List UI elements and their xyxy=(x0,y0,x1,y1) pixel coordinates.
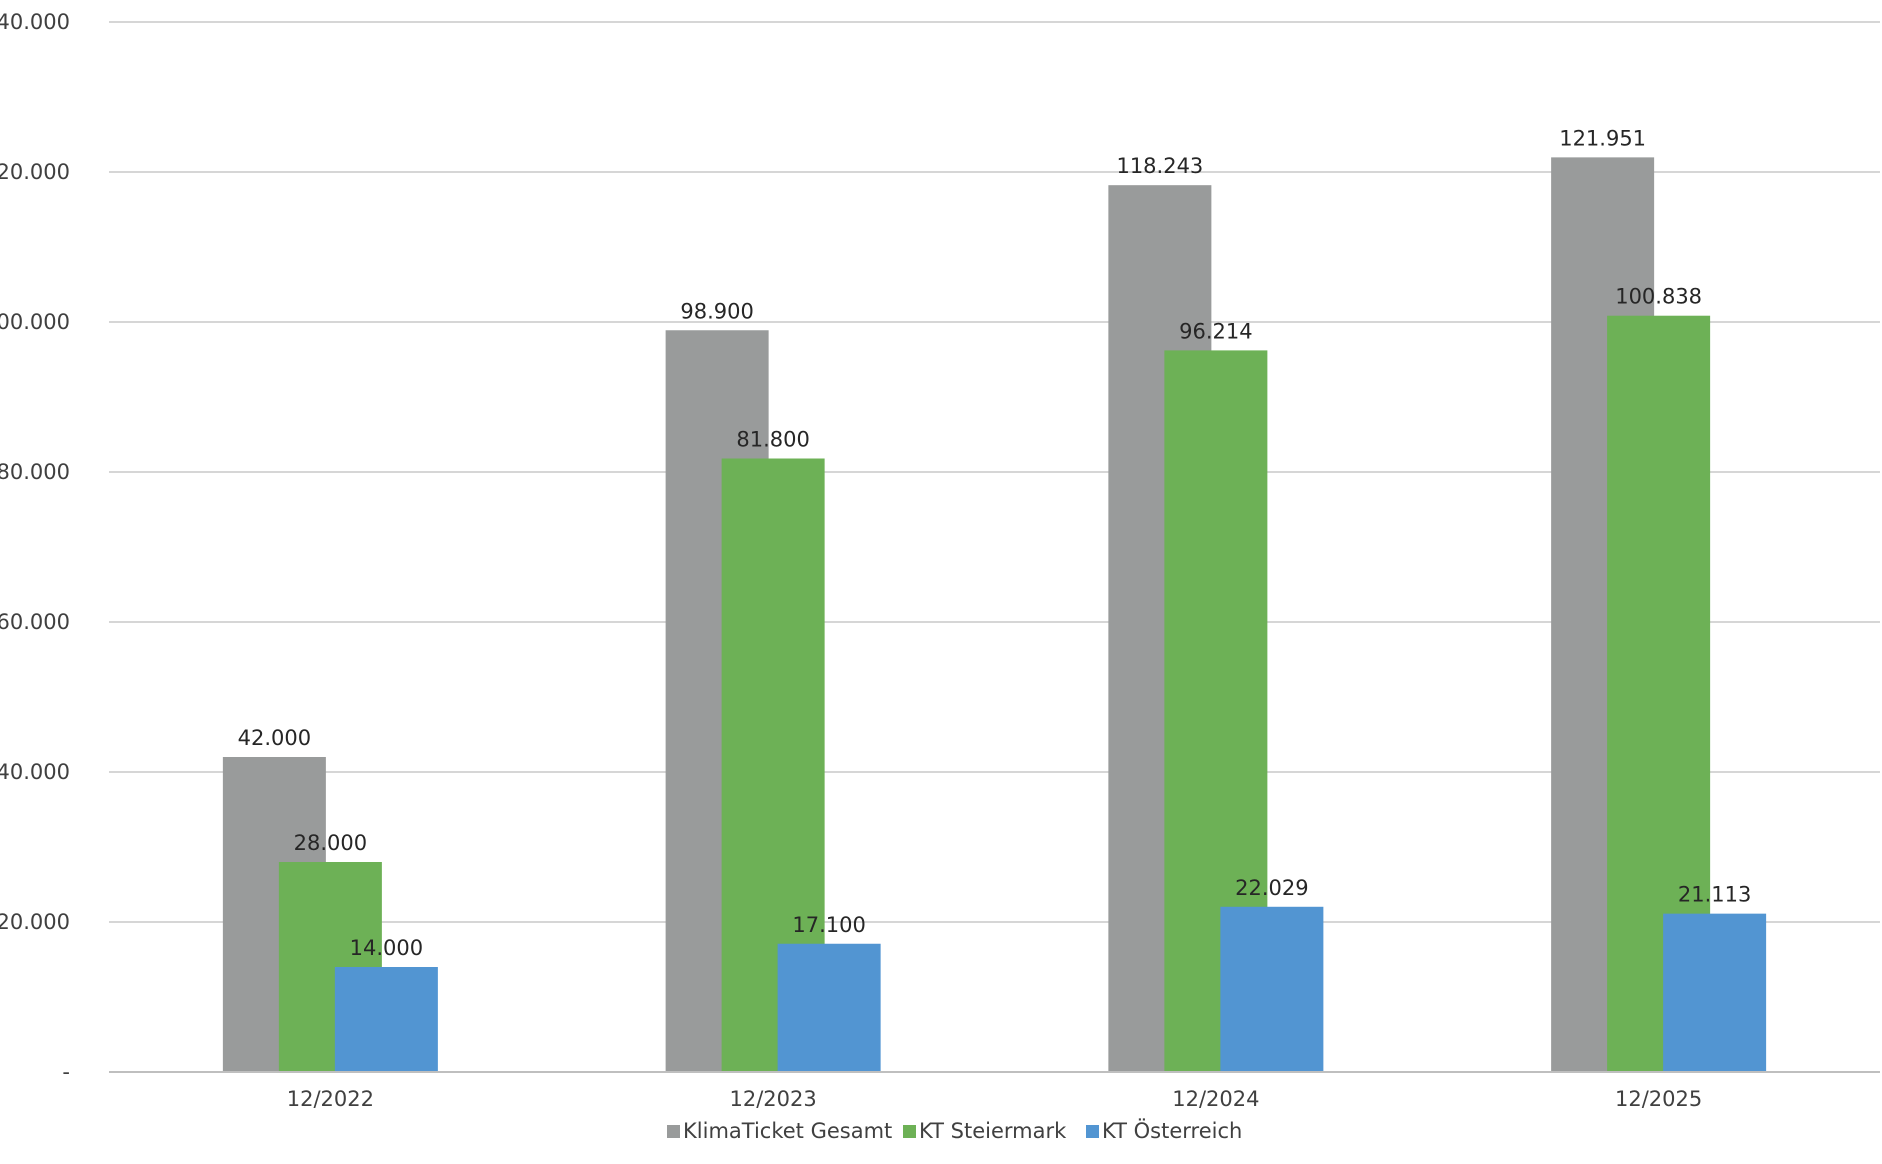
data-label: 28.000 xyxy=(294,831,367,855)
bar-kt-sterreich-12-2022 xyxy=(334,967,438,1072)
y-tick-label: - xyxy=(62,1060,70,1084)
data-label: 121.951 xyxy=(1559,126,1646,150)
x-tick-label: 12/2022 xyxy=(287,1087,374,1111)
legend-swatch xyxy=(903,1125,916,1138)
y-tick-label: 120.000 xyxy=(0,160,70,184)
x-tick-label: 12/2024 xyxy=(1172,1087,1259,1111)
x-tick-label: 12/2025 xyxy=(1615,1087,1702,1111)
data-label: 17.100 xyxy=(792,913,865,937)
y-tick-label: 80.000 xyxy=(0,460,70,484)
data-label: 100.838 xyxy=(1615,285,1702,309)
legend-swatch xyxy=(667,1125,680,1138)
legend-label: KT Steiermark xyxy=(919,1119,1067,1143)
data-label: 22.029 xyxy=(1235,876,1308,900)
x-tick-label: 12/2023 xyxy=(730,1087,817,1111)
bar-kt-sterreich-12-2025 xyxy=(1663,913,1767,1072)
data-label: 81.800 xyxy=(736,428,809,452)
y-tick-label: 40.000 xyxy=(0,760,70,784)
bar-kt-sterreich-12-2023 xyxy=(777,943,881,1072)
data-label: 98.900 xyxy=(680,299,753,323)
bar-kt-sterreich-12-2024 xyxy=(1220,906,1324,1072)
legend-swatch xyxy=(1086,1125,1099,1138)
legend-label: KT Österreich xyxy=(1102,1118,1242,1143)
data-label: 14.000 xyxy=(350,936,423,960)
data-label: 21.113 xyxy=(1678,883,1751,907)
data-label: 96.214 xyxy=(1179,319,1252,343)
y-tick-label: 100.000 xyxy=(0,310,70,334)
data-label: 42.000 xyxy=(238,726,311,750)
y-tick-label: 60.000 xyxy=(0,610,70,634)
y-tick-label: 140.000 xyxy=(0,10,70,34)
y-tick-label: 20.000 xyxy=(0,910,70,934)
data-label: 118.243 xyxy=(1116,154,1203,178)
legend-label: KlimaTicket Gesamt xyxy=(683,1119,892,1143)
